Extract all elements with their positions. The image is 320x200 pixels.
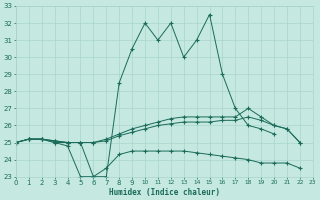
X-axis label: Humidex (Indice chaleur): Humidex (Indice chaleur) xyxy=(109,188,220,197)
